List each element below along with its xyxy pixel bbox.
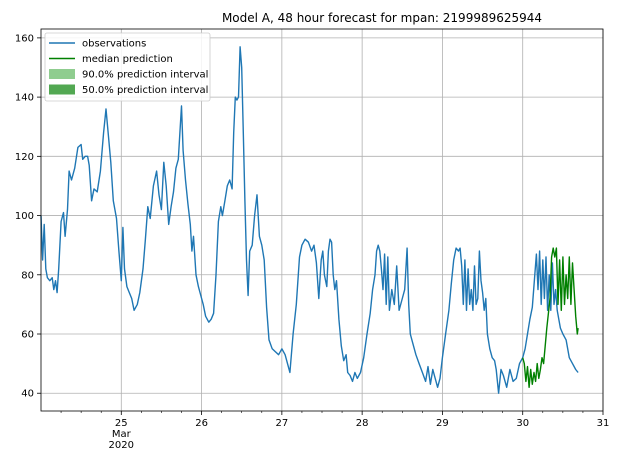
x-tick-sublabel: Mar	[112, 429, 132, 440]
median-prediction-line	[522, 247, 579, 388]
legend: observations median prediction 90.0% predi…	[44, 32, 211, 102]
y-tick-label: 140	[15, 93, 34, 104]
legend-swatch-patch	[49, 84, 75, 95]
y-tick-label: 160	[15, 33, 34, 44]
y-tick-label: 40	[21, 389, 34, 400]
x-tick-sublabel: 2020	[109, 440, 134, 451]
legend-label: 90.0% prediction interval	[82, 70, 208, 81]
observations-line	[40, 46, 579, 394]
y-axis: 40 60 80 100 120 140 160	[15, 33, 41, 400]
x-tick-label: 25	[115, 418, 128, 429]
legend-label: 50.0% prediction interval	[82, 85, 208, 96]
x-tick-label: 31	[597, 418, 610, 429]
y-tick-label: 120	[15, 152, 34, 163]
y-tick-label: 60	[21, 330, 34, 341]
legend-box	[44, 32, 211, 102]
legend-label: observations	[82, 39, 146, 50]
chart-title: Model A, 48 hour forecast for mpan: 2199…	[222, 11, 542, 25]
y-tick-label: 80	[21, 270, 34, 281]
series-layer	[40, 46, 579, 394]
legend-swatch-patch	[49, 69, 75, 79]
y-tick-label: 100	[15, 211, 34, 222]
x-tick-label: 29	[436, 418, 449, 429]
x-tick-label: 27	[275, 418, 288, 429]
x-tick-label: 28	[356, 418, 369, 429]
x-tick-label: 26	[195, 418, 208, 429]
gridlines	[41, 29, 604, 411]
x-tick-label: 30	[516, 418, 529, 429]
legend-label: median prediction	[82, 54, 173, 65]
